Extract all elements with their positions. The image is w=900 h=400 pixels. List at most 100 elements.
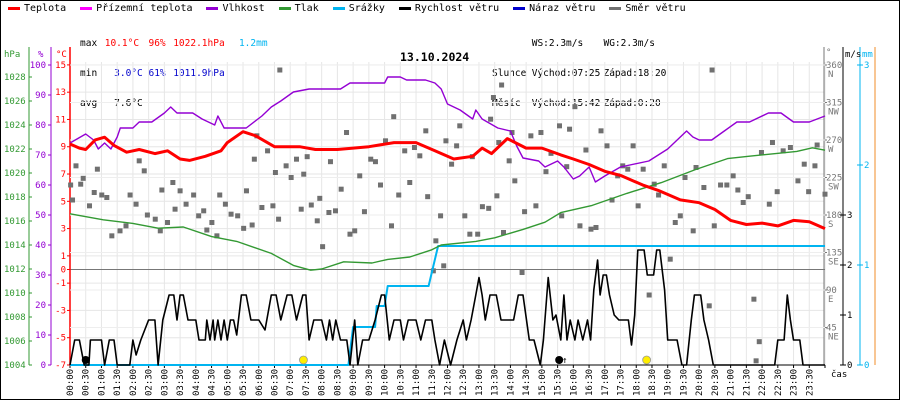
x-tick-label: 04:30 [208, 369, 218, 396]
wind-direction-point [490, 95, 496, 101]
direction-tick-label: 180 [826, 211, 842, 221]
wind-tick-label: 2 [847, 261, 852, 271]
legend-item-vlhkost[interactable]: Vlhkost [206, 3, 265, 14]
pressure-tick-label: 1016 [4, 217, 26, 227]
wind-direction-point [640, 166, 646, 172]
wind-direction-point [272, 170, 278, 176]
sun-label: Slunce [492, 68, 527, 79]
pressure-tick-label: 1026 [4, 97, 26, 107]
wind-direction-point [806, 189, 812, 195]
x-tick-label: 15:00 [538, 369, 548, 396]
wind-direction-point [288, 175, 294, 181]
direction-compass-label: NE [828, 333, 839, 343]
wind-direction-point [438, 213, 444, 219]
wind-direction-point [488, 116, 494, 122]
wind-direction-point [191, 192, 197, 198]
wind-direction-point [249, 222, 255, 228]
x-tick-label: 04:00 [192, 369, 202, 396]
max-humidity: 96% [148, 38, 166, 49]
wind-direction-point [196, 213, 202, 219]
pressure-tick-label: 1004 [4, 361, 26, 371]
x-tick-label: 19:00 [664, 369, 674, 396]
wind-direction-point [724, 182, 730, 188]
wind-direction-point [214, 233, 220, 239]
legend-swatch [80, 7, 93, 10]
wind-direction-point [718, 182, 724, 188]
series-sr-ky [70, 245, 825, 366]
wind-direction-point [682, 175, 688, 181]
x-tick-label: 12:30 [459, 369, 469, 396]
x-tick-label: 00:00 [66, 369, 76, 396]
wind-direction-point [177, 188, 183, 194]
temperature-tick-label: 7 [61, 170, 66, 180]
wind-direction-point [144, 212, 150, 218]
legend-item-teplota[interactable]: Teplota [8, 3, 66, 14]
direction-tick-label: 270 [826, 136, 842, 146]
wind-direction-point [604, 143, 610, 149]
wind-direction-point [758, 150, 764, 156]
x-tick-label: 10:30 [396, 369, 406, 396]
stats-block: max 10.1°C 96% 1022.1hPa 1.2mm min 3.0°C… [80, 19, 268, 119]
wind-direction-point [740, 200, 746, 206]
legend: Teplota Přízemní teplota Vlhkost Tlak Sr… [8, 3, 686, 14]
wind-direction-point [259, 205, 265, 211]
rain-tick-label: 3 [864, 61, 869, 71]
wind-direction-point [677, 213, 683, 219]
legend-swatch [8, 7, 20, 10]
wind-direction-point [559, 213, 565, 219]
legend-label: Směr větru [625, 3, 686, 14]
wind-direction-point [127, 192, 133, 198]
direction-compass-label: NW [828, 108, 839, 118]
wind-direction-point [467, 231, 473, 237]
wind-direction-point [368, 156, 374, 162]
wind-direction-point [709, 67, 715, 73]
temperature-tick-label: 13 [55, 88, 66, 98]
direction-tick-label: 225 [826, 174, 842, 184]
x-tick-label: 17:30 [617, 369, 627, 396]
legend-item-naraz-vetru[interactable]: Náraz větru [513, 3, 595, 14]
wind-direction-point [222, 201, 228, 207]
temperature-tick-label: 1 [61, 252, 66, 262]
wind-direction-point [347, 231, 353, 237]
wind-direction-point [73, 163, 79, 169]
legend-item-tlak[interactable]: Tlak [278, 3, 319, 14]
wind-direction-point [327, 159, 333, 165]
wind-direction-point [270, 203, 276, 209]
legend-item-prizemni-teplota[interactable]: Přízemní teplota [80, 3, 192, 14]
x-tick-label: 09:30 [365, 369, 375, 396]
pressure-tick-label: 1028 [4, 73, 26, 83]
legend-label: Teplota [24, 3, 67, 14]
x-tick-label: 13:00 [475, 369, 485, 396]
wind-direction-point [711, 223, 717, 229]
wind-direction-point [209, 220, 215, 226]
x-tick-label: 22:30 [774, 369, 784, 396]
x-tick-label: 20:30 [711, 369, 721, 396]
wind-direction-point [243, 188, 249, 194]
legend-item-rychlost-vetru[interactable]: Rychlost větru [398, 3, 499, 14]
series-teplota [69, 130, 826, 230]
temperature-tick-label: -7 [55, 361, 66, 371]
wind-direction-point [304, 154, 310, 160]
wind-direction-point [656, 192, 662, 198]
temperature-tick-label: 5 [61, 197, 66, 207]
wind-direction-point [241, 225, 247, 231]
x-tick-label: 21:00 [727, 369, 737, 396]
wind-direction-point [548, 150, 554, 156]
legend-swatch [513, 7, 526, 10]
humidity-tick-label: 40 [35, 241, 46, 251]
wind-direction-point [509, 130, 515, 136]
x-tick-label: 02:30 [145, 369, 155, 396]
wind-direction-point [583, 147, 589, 153]
wind-direction-point [94, 166, 100, 172]
legend-item-srazky[interactable]: Srážky [332, 3, 385, 14]
wind-direction-point [165, 220, 171, 226]
min-humidity: 61% [148, 68, 166, 79]
legend-item-smer-vetru[interactable]: Směr větru [609, 3, 686, 14]
wind-direction-point [506, 158, 512, 164]
direction-compass-label: SE [828, 258, 839, 268]
direction-tick-label: 315 [826, 99, 842, 109]
wind-direction-point [276, 216, 282, 222]
moon-label: Měsíc [492, 98, 521, 109]
wind-direction-point [494, 193, 500, 199]
humidity-tick-label: 0 [41, 361, 46, 371]
